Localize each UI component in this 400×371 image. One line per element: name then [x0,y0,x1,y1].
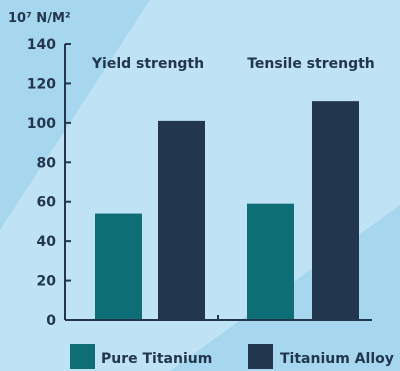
axes [64,44,372,321]
bar-pure-titanium-tensile [247,203,294,320]
bar-pure-titanium-yield [95,213,142,320]
y-tick-label: 80 [37,155,57,171]
legend-label: Titanium Alloy [280,351,394,367]
category-label: Yield strength [91,56,204,72]
legend: Pure Titanium Titanium Alloy [70,344,394,369]
legend-swatch [70,344,95,369]
bar-titanium-alloy-tensile [312,101,359,321]
bar-titanium-alloy-yield [158,120,205,320]
y-tick-label: 40 [37,234,57,250]
bars [95,101,359,321]
y-tick-label: 120 [27,76,56,92]
category-labels: Yield strength Tensile strength [91,56,375,72]
y-tick-label: 20 [37,274,57,290]
y-tick-label: 60 [37,195,57,211]
category-label: Tensile strength [247,56,375,72]
legend-label: Pure Titanium [101,351,212,367]
y-tick-label: 100 [27,116,56,132]
legend-swatch [248,344,273,369]
y-axis-ticks: 0 20 40 60 80 100 120 140 [27,37,71,329]
y-tick-label: 140 [27,37,56,53]
y-tick-label: 0 [46,313,56,329]
y-axis-unit-label: 10⁷ N/M² [8,11,71,26]
